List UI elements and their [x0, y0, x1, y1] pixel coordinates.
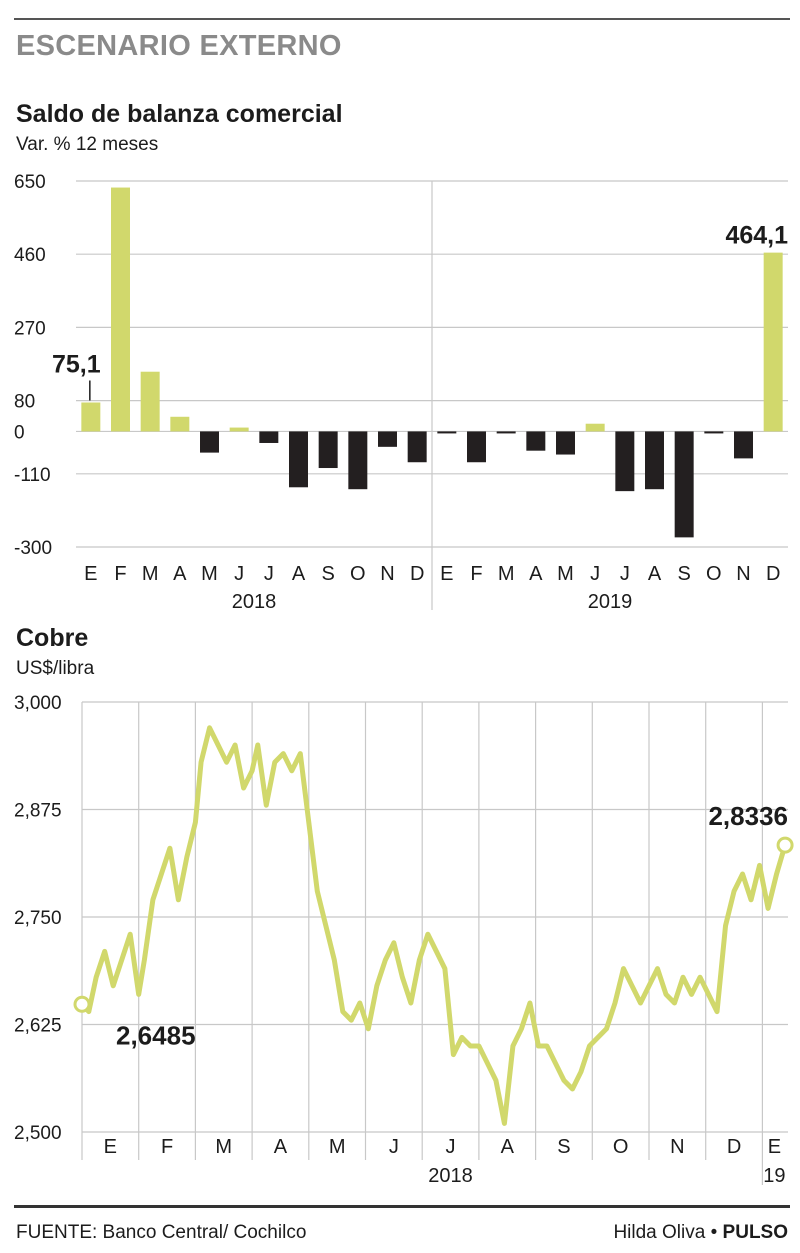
x-tick-label: D	[727, 1136, 741, 1158]
x-tick-label: O	[350, 563, 366, 585]
bar	[229, 427, 249, 432]
line-annotation: 2,8336	[708, 801, 788, 831]
top-rule	[14, 18, 790, 20]
x-tick-label: D	[410, 563, 424, 585]
author-name: Hilda Oliva	[613, 1222, 706, 1243]
y-tick-label: 650	[14, 172, 46, 193]
bar	[170, 416, 190, 432]
bar	[615, 431, 635, 492]
line-chart: 3,000 2,875 2,750 2,625 2,500 E F M A M J J A S O N D E 20…	[14, 693, 794, 1187]
start-point-marker	[73, 995, 91, 1013]
year-label: 2018	[232, 591, 277, 613]
x-tick-label: A	[173, 563, 187, 585]
x-tick-label: J	[234, 563, 244, 585]
bar	[496, 431, 516, 434]
year-label: 2018	[428, 1165, 473, 1187]
x-tick-label: D	[766, 563, 780, 585]
x-tick-label: M	[142, 563, 159, 585]
x-tick-label: O	[706, 563, 722, 585]
bar	[674, 431, 694, 538]
x-tick-label: E	[768, 1136, 781, 1158]
bar-annotation: 464,1	[725, 222, 788, 250]
y-tick-label: 2,500	[14, 1123, 62, 1144]
bottom-rule	[14, 1205, 790, 1208]
credit-separator: •	[705, 1222, 723, 1243]
bar	[289, 431, 308, 488]
x-tick-label: M	[329, 1136, 346, 1158]
x-tick-label: A	[529, 563, 543, 585]
y-tick-label: 2,875	[14, 801, 62, 822]
x-tick-label: J	[446, 1136, 456, 1158]
bar	[140, 371, 160, 432]
section-title: ESCENARIO EXTERNO	[16, 30, 342, 62]
bar	[378, 431, 397, 447]
bar	[467, 431, 486, 463]
y-tick-label: 3,000	[14, 693, 62, 714]
x-tick-label: J	[620, 563, 630, 585]
x-tick-label: N	[670, 1136, 684, 1158]
x-tick-label: S	[557, 1136, 570, 1158]
x-tick-label: M	[498, 563, 515, 585]
line-annotation: 2,6485	[116, 1020, 196, 1050]
x-tick-label: S	[321, 563, 334, 585]
y-tick-label: 270	[14, 318, 46, 339]
x-tick-label: J	[389, 1136, 399, 1158]
y-tick-label: 0	[14, 422, 25, 443]
bar	[348, 431, 368, 490]
bar-annotation: 75,1	[52, 350, 101, 378]
bar-chart-title: Saldo de balanza comercial	[16, 100, 343, 128]
y-tick-label: 2,750	[14, 908, 62, 929]
x-tick-label: E	[440, 563, 453, 585]
x-tick-label: A	[648, 563, 662, 585]
end-point-marker	[776, 836, 794, 854]
bar	[111, 187, 130, 432]
x-tick-label: M	[215, 1136, 232, 1158]
bar-chart-subtitle: Var. % 12 meses	[16, 134, 159, 155]
x-tick-label: M	[201, 563, 218, 585]
year-label: 19	[763, 1165, 785, 1187]
x-tick-label: O	[613, 1136, 629, 1158]
x-tick-label: N	[380, 563, 394, 585]
credit: Hilda Oliva • PULSO	[613, 1222, 788, 1244]
y-tick-label: -110	[14, 465, 51, 486]
bar	[437, 431, 457, 434]
x-tick-label: J	[590, 563, 600, 585]
x-tick-label: A	[501, 1136, 515, 1158]
year-label: 2019	[588, 591, 633, 613]
x-tick-label: F	[470, 563, 482, 585]
copper-price-line	[79, 725, 788, 1126]
x-tick-label: J	[264, 563, 274, 585]
bar	[259, 431, 279, 443]
line-chart-subtitle: US$/libra	[16, 658, 95, 679]
x-tick-label: F	[114, 563, 126, 585]
x-tick-label: N	[736, 563, 750, 585]
bar	[734, 431, 753, 459]
bar	[704, 431, 724, 434]
bar	[645, 431, 664, 490]
x-tick-label: A	[292, 563, 306, 585]
x-tick-label: E	[84, 563, 97, 585]
bar	[585, 423, 605, 432]
line-chart-title: Cobre	[16, 624, 89, 652]
x-tick-label: F	[161, 1136, 173, 1158]
bar	[81, 402, 101, 432]
publication-name: PULSO	[722, 1222, 788, 1243]
y-tick-label: 80	[14, 392, 35, 413]
bar	[407, 431, 427, 463]
bar	[556, 431, 575, 455]
y-tick-label: 460	[14, 245, 46, 266]
x-tick-label: S	[677, 563, 690, 585]
bar	[526, 431, 546, 451]
x-tick-label: M	[557, 563, 574, 585]
bar	[318, 431, 338, 469]
bar	[763, 252, 783, 432]
y-tick-label: -300	[14, 538, 52, 559]
x-tick-label: E	[104, 1136, 117, 1158]
y-tick-label: 2,625	[14, 1016, 62, 1037]
x-tick-label: A	[274, 1136, 288, 1158]
bar	[200, 431, 219, 453]
source-note: FUENTE: Banco Central/ Cochilco	[16, 1222, 307, 1243]
